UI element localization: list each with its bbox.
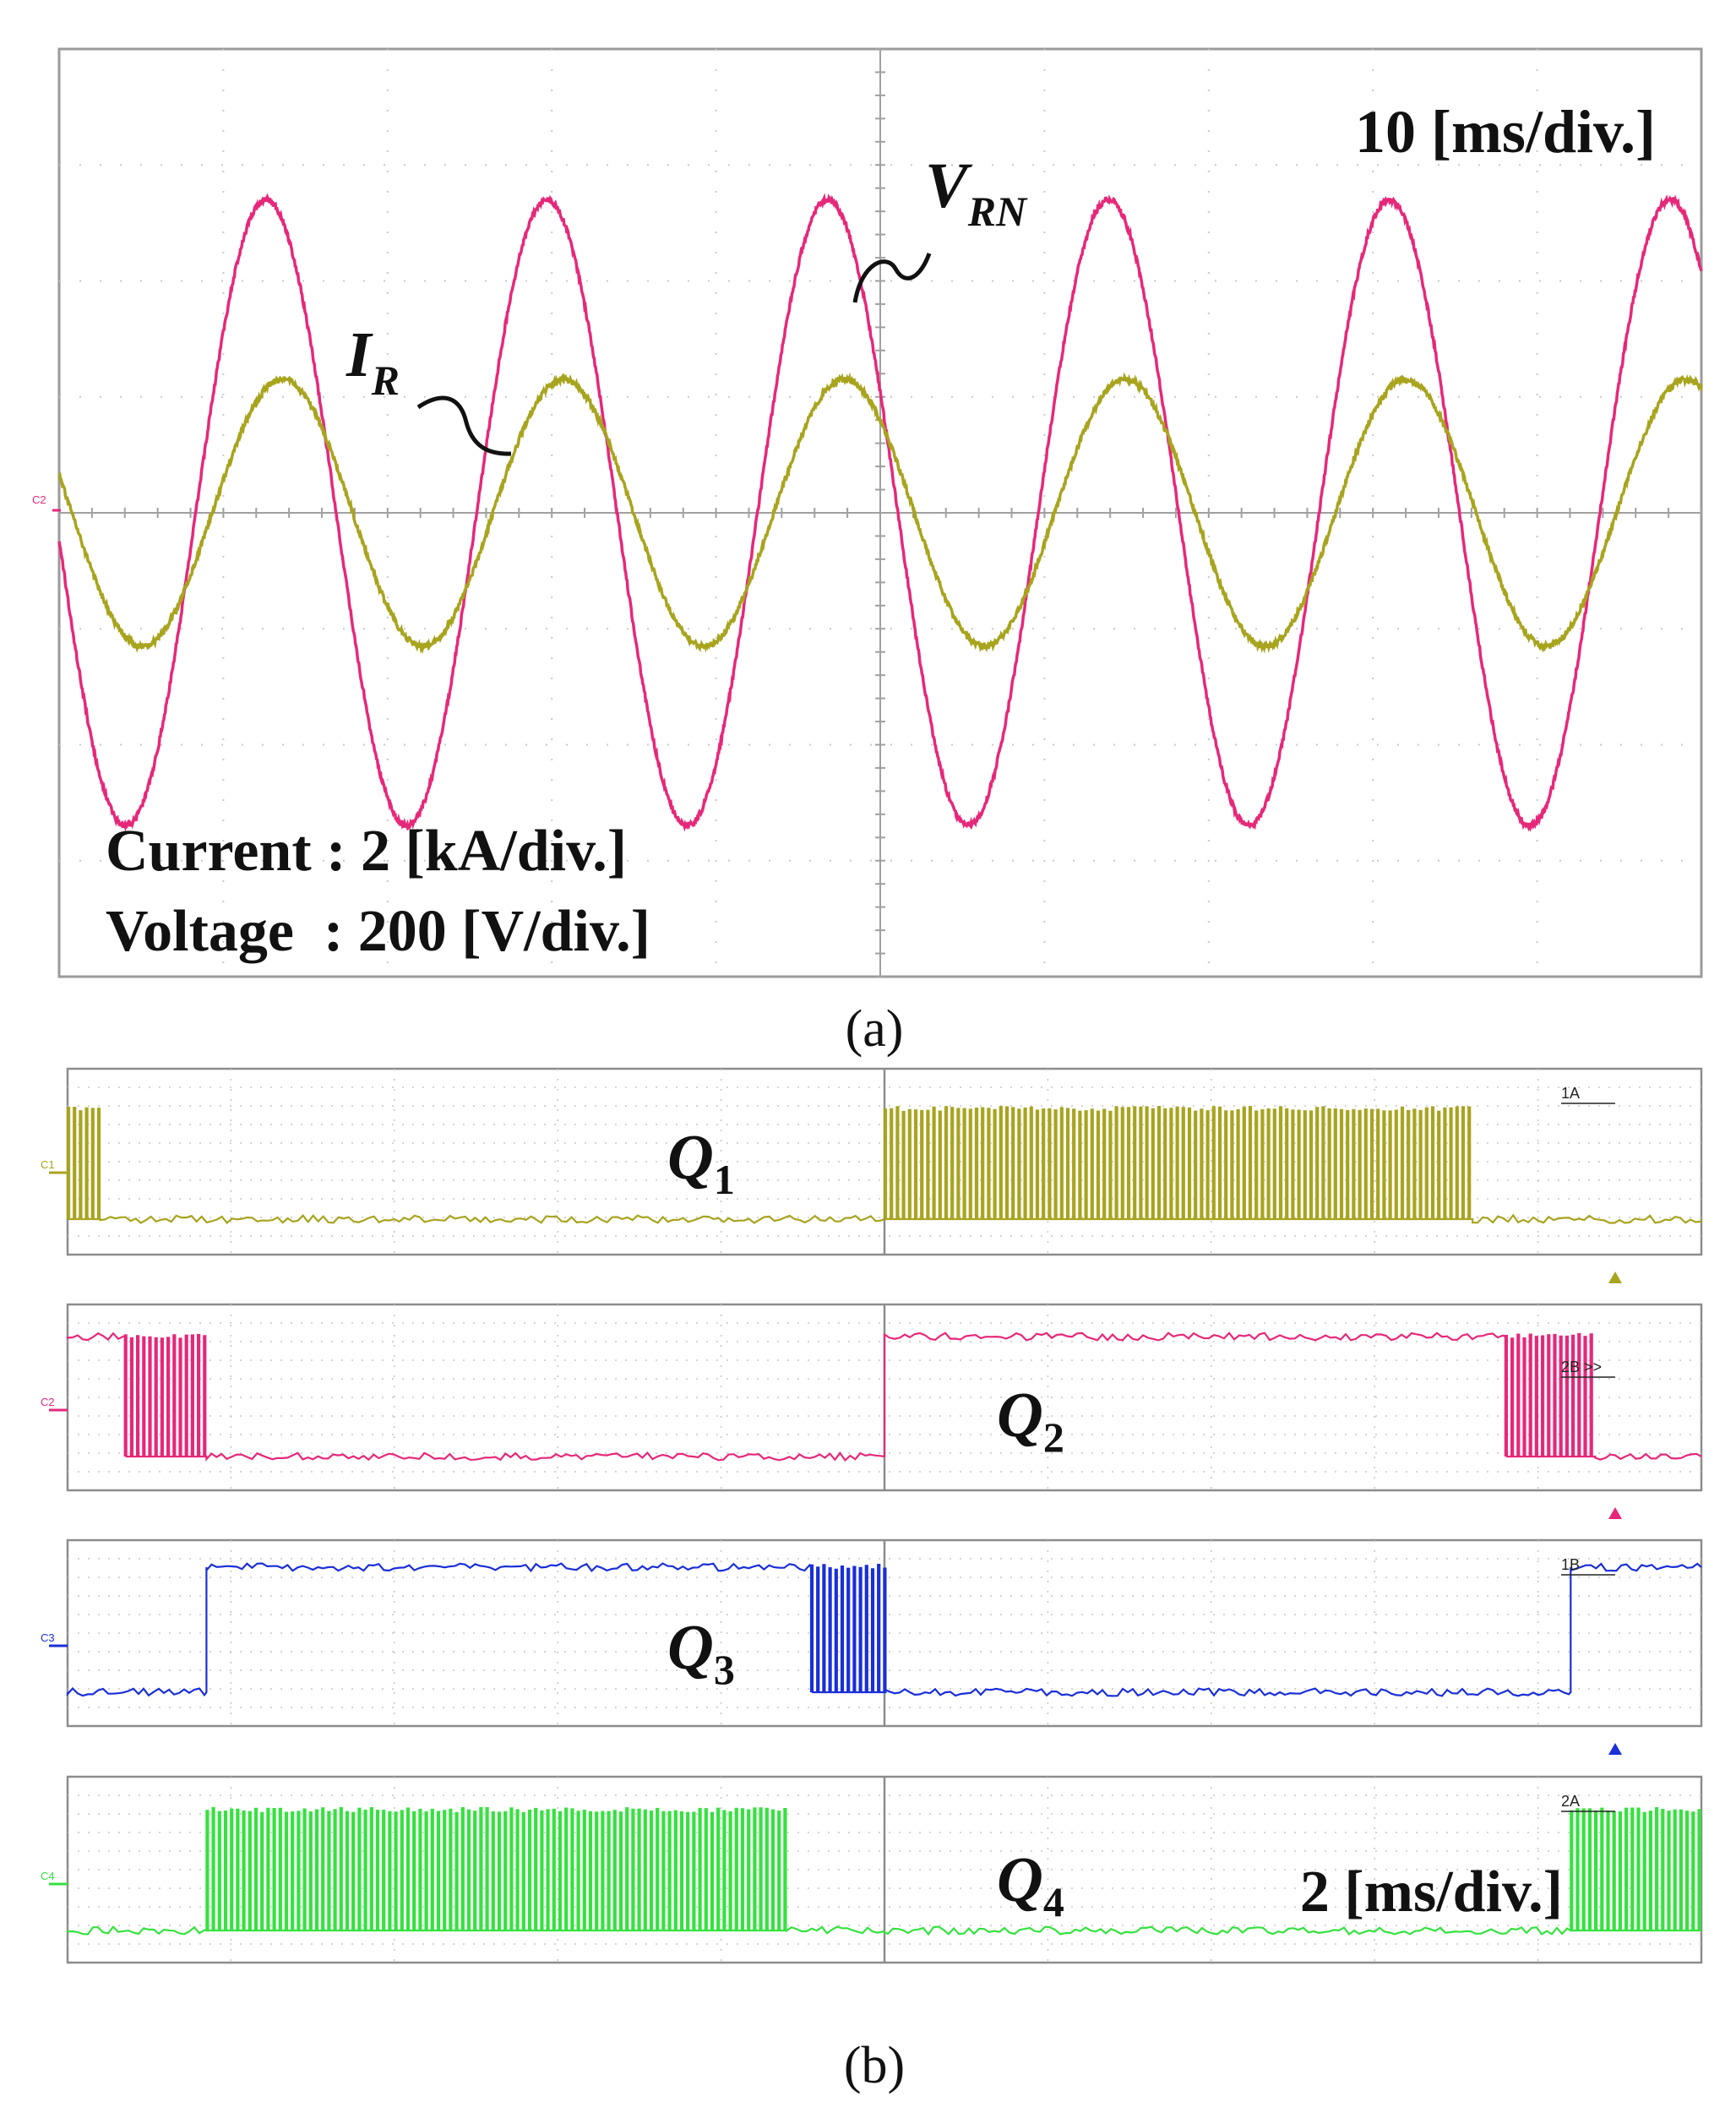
current-scale-label: Current : 2 [kA/div.] (106, 819, 627, 884)
subplot-label-sub: 3 (714, 1646, 735, 1693)
vrn-label-sub: RN (967, 188, 1028, 235)
trigger-tag: 2B >> (1561, 1359, 1602, 1375)
ir-label-sub: R (371, 357, 400, 404)
panel-b-caption: (b) (844, 2037, 905, 2094)
channel-marker-c1: C1 (41, 1158, 55, 1171)
subplot-label-sub: 1 (714, 1156, 735, 1203)
subplot-c3: C3 1B Q3 (41, 1540, 1701, 1755)
subplot-label-main: Q (997, 1844, 1043, 1915)
subplot-label-sub: 4 (1043, 1878, 1064, 1925)
channel-marker-c2: C2 (41, 1396, 55, 1408)
panel-a-caption: (a) (846, 1000, 904, 1058)
subplot-label-main: Q (667, 1612, 714, 1683)
time-scale-label-b: 2 [ms/div.] (1300, 1860, 1563, 1925)
panel-a-scope: C2 10 [ms/div.] VRN IR Current : 2 [kA/d… (32, 49, 1701, 977)
subplot-label-main: Q (667, 1122, 714, 1193)
channel-marker-c3: C3 (41, 1631, 55, 1644)
channel-marker-c4: C4 (41, 1870, 55, 1882)
subplot-c1: C1 1A Q1 (41, 1069, 1701, 1283)
channel-marker-c2: C2 (32, 493, 46, 506)
trigger-tag: 1B (1561, 1556, 1580, 1573)
voltage-scale-label: Voltage : 200 [V/div.] (106, 899, 650, 964)
ir-label-main: I (346, 319, 373, 390)
vrn-label-main: V (925, 150, 972, 221)
subplot-c2: C2 2B >> Q2 (41, 1304, 1701, 1519)
time-scale-label-a: 10 [ms/div.] (1355, 98, 1656, 166)
subplot-label-main: Q (997, 1380, 1043, 1451)
trigger-tag: 2A (1561, 1793, 1580, 1810)
trigger-tag: 1A (1561, 1085, 1580, 1102)
subplot-label-sub: 2 (1043, 1413, 1064, 1461)
